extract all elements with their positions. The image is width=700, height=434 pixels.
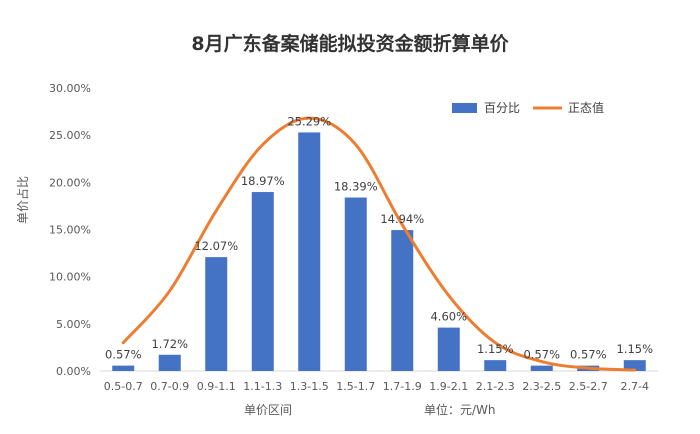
x-tick-label: 2.5-2.7 (569, 380, 608, 393)
y-tick-label: 20.00% (49, 176, 91, 189)
x-tick-label: 1.5-1.7 (336, 380, 375, 393)
data-label: 18.97% (241, 174, 285, 188)
data-label: 1.72% (151, 337, 188, 351)
bar (344, 197, 367, 371)
bar (112, 365, 135, 371)
y-tick-label: 0.00% (56, 365, 91, 378)
bar (623, 360, 646, 371)
bar (251, 192, 274, 371)
data-label: 0.57% (523, 348, 560, 362)
bar (484, 360, 507, 371)
x-tick-label: 1.3-1.5 (290, 380, 329, 393)
bar (391, 230, 414, 371)
x-tick-label: 1.7-1.9 (383, 380, 422, 393)
x-tick-label: 2.3-2.5 (522, 380, 561, 393)
data-label: 1.15% (477, 342, 514, 356)
bar (530, 365, 553, 371)
x-tick-label: 0.9-1.1 (197, 380, 236, 393)
data-labels-layer: 0.57% 1.72% 12.07% 18.97% 25.29% 18.39% 14.94%… (105, 114, 653, 361)
line-layer (121, 116, 637, 372)
axis-layer: 0.00% 5.00% 10.00% 15.00% 20.00% 25.00% 30.00%… (49, 82, 658, 393)
x-tick-label: 0.7-0.9 (150, 380, 189, 393)
data-label: 18.39% (334, 180, 378, 194)
x-tick-label: 2.7-4 (621, 380, 649, 393)
legend: 百分比 正态值 (452, 100, 604, 115)
x-tick-label: 1.9-2.1 (429, 380, 468, 393)
data-label: 0.57% (570, 348, 607, 362)
y-tick-label: 25.00% (49, 129, 91, 142)
normal-curve-line (121, 116, 637, 372)
bar (158, 354, 181, 371)
legend-swatch-bar (452, 103, 477, 113)
data-label: 14.94% (380, 212, 424, 226)
bar (205, 257, 228, 371)
y-tick-label: 10.00% (49, 271, 91, 284)
unit-note: 单位：元/Wh (424, 402, 496, 417)
data-label: 12.07% (194, 239, 238, 253)
x-tick-label: 0.5-0.7 (104, 380, 143, 393)
data-label: 1.15% (616, 342, 653, 356)
y-tick-label: 30.00% (49, 82, 91, 95)
legend-label-bar: 百分比 (484, 101, 520, 115)
data-label: 0.57% (105, 348, 142, 362)
y-tick-label: 15.00% (49, 224, 91, 237)
x-axis-title: 单价区间 (244, 403, 292, 417)
bar (298, 132, 321, 371)
legend-label-line: 正态值 (568, 100, 604, 115)
y-tick-label: 5.00% (56, 318, 91, 331)
bars-layer (112, 132, 646, 371)
bar (437, 327, 460, 371)
chart-title: 8月广东备案储能拟投资金额折算单价 (191, 32, 509, 55)
data-label: 25.29% (287, 114, 331, 128)
data-label: 4.60% (430, 310, 467, 324)
y-axis-title: 单价占比 (15, 176, 30, 224)
x-tick-label: 2.1-2.3 (476, 380, 515, 393)
x-tick-label: 1.1-1.3 (243, 380, 282, 393)
